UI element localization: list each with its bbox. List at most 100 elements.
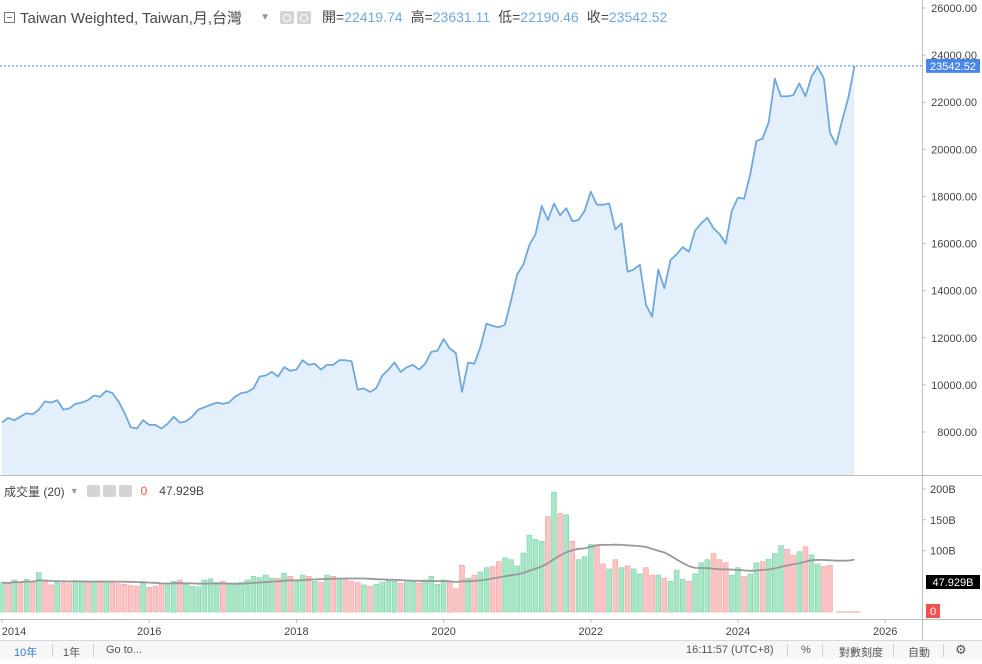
price-axis[interactable]: 8000.00 10000.00 12000.00 14000.00 16000.00 1… — [922, 3, 977, 439]
chevron-down-icon[interactable]: ▼ — [69, 486, 79, 496]
auto-scale-toggle[interactable]: 自動 — [908, 647, 930, 659]
volume-axis[interactable]: 100B 150B 200B — [922, 484, 956, 558]
volume-bar — [97, 581, 103, 613]
volume-bar — [410, 580, 416, 613]
price-tick-label: 26000.00 — [931, 3, 977, 15]
volume-tag-label: 47.929B — [933, 577, 974, 589]
chevron-down-icon[interactable]: ▼ — [260, 11, 270, 23]
volume-title[interactable]: 成交量 (20) — [4, 484, 65, 499]
volume-bar — [477, 571, 484, 613]
volume-bar — [0, 582, 5, 613]
volume-bar — [827, 564, 833, 613]
volume-bar — [526, 534, 533, 613]
range-10y-button[interactable]: 10年 — [14, 647, 38, 659]
clock-readout[interactable]: 16:11:57 (UTC+8) — [686, 644, 774, 656]
volume-bar — [318, 582, 324, 613]
volume-bar — [146, 587, 152, 613]
volume-bar — [637, 573, 643, 613]
volume-tick-label: 200B — [930, 484, 956, 496]
volume-bar — [275, 577, 281, 613]
volume-bar — [747, 573, 753, 613]
volume-ma-line — [1, 543, 855, 585]
volume-bar — [189, 585, 195, 613]
volume-bar — [643, 567, 649, 613]
volume-bar — [342, 579, 349, 613]
volume-bar — [140, 582, 146, 613]
volume-bar — [403, 579, 410, 613]
volume-bar — [428, 575, 435, 613]
volume-bar — [397, 582, 404, 613]
volume-bar — [821, 566, 827, 613]
volume-bar — [692, 573, 698, 613]
volume-bar — [293, 580, 300, 613]
volume-bar — [587, 544, 594, 613]
volume-bar — [72, 580, 79, 613]
volume-bar — [673, 569, 680, 613]
volume-bar — [11, 579, 18, 613]
open-value: 22419.74 — [344, 9, 403, 25]
volume-bar — [287, 575, 293, 613]
divider — [943, 644, 944, 657]
volume-bar — [679, 579, 686, 613]
volume-bar — [753, 562, 760, 613]
log-scale-toggle[interactable]: 對數刻度 — [839, 647, 883, 659]
time-axis[interactable]: 2014 2016 2018 2020 2022 2024 2026 — [1, 619, 898, 638]
eye-icon[interactable] — [86, 485, 100, 497]
range-1y-button[interactable]: 1年 — [63, 647, 81, 659]
volume-bar — [60, 582, 67, 613]
divider — [93, 644, 94, 657]
volume-bar — [183, 583, 189, 613]
divider — [893, 644, 894, 657]
volume-bar — [5, 583, 11, 613]
volume-bar — [391, 580, 398, 613]
volume-bar — [373, 583, 379, 613]
volume-bar — [164, 584, 171, 613]
gear-icon[interactable] — [102, 485, 116, 497]
volume-bar — [324, 574, 330, 613]
volume-bar — [29, 580, 36, 613]
volume-bar — [158, 583, 165, 613]
volume-bar — [557, 513, 563, 613]
volume-bar — [575, 559, 582, 613]
volume-bar — [569, 540, 576, 613]
volume-bar — [177, 579, 183, 613]
gear-icon[interactable] — [296, 10, 311, 24]
volume-bar — [630, 568, 637, 613]
volume-tick-label: 100B — [930, 546, 956, 558]
volume-tag: 47.929B — [926, 575, 980, 589]
price-legend: Taiwan Weighted, Taiwan,月,台灣 ▼ 開= 22419.… — [4, 7, 667, 27]
price-tick-label: 16000.00 — [931, 239, 977, 251]
last-price-tag-label: 23542.52 — [930, 61, 976, 73]
volume-bar — [508, 559, 514, 613]
volume-bar — [213, 582, 220, 613]
volume-bar — [735, 567, 741, 613]
volume-bar — [532, 539, 539, 613]
goto-button[interactable]: Go to... — [106, 644, 143, 656]
volume-bars — [0, 491, 861, 613]
volume-bar — [790, 555, 796, 613]
price-tick-label: 14000.00 — [931, 286, 977, 298]
close-icon[interactable] — [118, 485, 132, 497]
symbol-title[interactable]: Taiwan Weighted, Taiwan,月,台灣 — [20, 9, 243, 27]
volume-bar — [778, 545, 784, 613]
volume-bar — [483, 567, 490, 613]
volume-bar — [704, 559, 711, 613]
percent-toggle[interactable]: % — [801, 644, 811, 656]
volume-bar — [802, 546, 809, 613]
gear-icon[interactable]: ⚙ — [955, 642, 967, 657]
collapse-icon[interactable] — [4, 11, 15, 23]
volume-bar — [42, 581, 48, 613]
volume-zero-tag-label: 0 — [930, 606, 936, 618]
price-series-line — [1, 65, 856, 430]
price-tick-label: 8000.00 — [937, 427, 977, 439]
volume-bar — [624, 565, 631, 613]
eye-icon[interactable] — [279, 10, 294, 24]
time-tick-label: 2020 — [431, 626, 455, 638]
volume-bar — [348, 580, 355, 613]
volume-bar — [17, 582, 24, 613]
volume-bar — [686, 580, 692, 613]
volume-bar — [796, 551, 803, 613]
volume-bar — [220, 580, 226, 613]
